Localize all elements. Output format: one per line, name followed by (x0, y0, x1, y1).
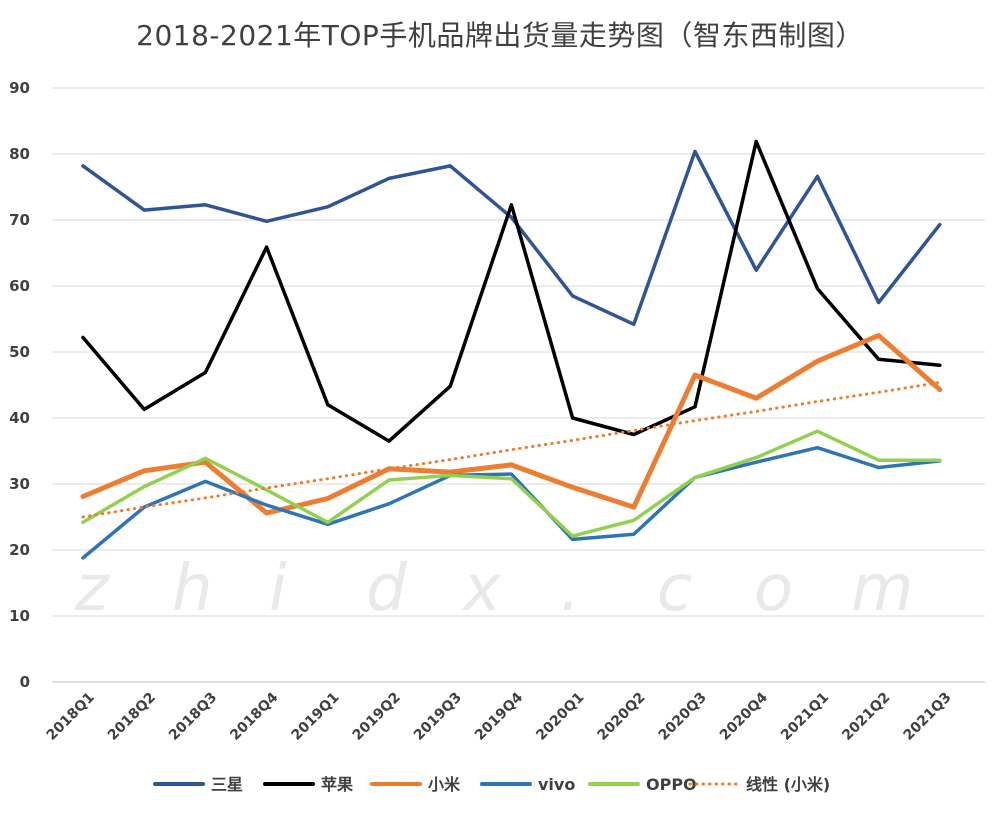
chart-title: 2018-2021年TOP手机品牌出货量走势图（智东西制图） (136, 19, 864, 52)
series-line (81, 139, 942, 443)
y-tick-label: 50 (9, 343, 30, 361)
x-tick-label: 2020Q1 (533, 690, 587, 744)
watermark-char: x (461, 552, 502, 626)
legend: 三星 苹果 小米 vivo OPPO 线性 (小米) (153, 775, 830, 794)
series-line (81, 445, 942, 560)
x-tick-label: 2021Q2 (839, 690, 893, 744)
y-tick-label: 80 (9, 145, 30, 163)
x-tick-label: 2019Q2 (350, 690, 404, 744)
x-tick-label: 2018Q4 (227, 689, 281, 743)
watermark-char: h (172, 552, 213, 626)
y-tick-label: 70 (9, 211, 30, 229)
series-line (81, 149, 942, 327)
watermark-char: o (754, 552, 793, 626)
legend-label: OPPO (646, 775, 697, 794)
y-tick-label: 60 (9, 277, 30, 295)
y-tick-label: 40 (9, 409, 30, 427)
x-tick-label: 2019Q3 (411, 690, 465, 744)
watermark-char: z (74, 552, 110, 626)
x-tick-label: 2021Q3 (900, 690, 954, 744)
x-tick-label: 2021Q1 (778, 690, 832, 744)
watermark-char: . (560, 552, 580, 626)
series-line (80, 333, 943, 516)
y-tick-label: 10 (9, 607, 30, 625)
x-axis-ticks: 2018Q1 2018Q2 2018Q3 2018Q4 2019Q1 2019Q2 2019… (44, 689, 955, 743)
series-lines (80, 139, 943, 560)
legend-label: vivo (538, 775, 575, 794)
watermark-char: c (657, 552, 692, 626)
series-line (81, 429, 942, 538)
x-tick-label: 2019Q4 (472, 689, 526, 743)
legend-label: 小米 (428, 775, 461, 794)
x-tick-label: 2020Q2 (594, 690, 648, 744)
y-tick-label: 0 (20, 673, 30, 691)
y-tick-label: 20 (9, 541, 30, 559)
watermark-char: m (851, 552, 913, 626)
watermark-char: d (366, 552, 407, 626)
series-line (81, 380, 942, 519)
y-tick-label: 30 (9, 475, 30, 493)
x-tick-label: 2019Q1 (288, 690, 342, 744)
x-tick-label: 2018Q3 (166, 690, 220, 744)
legend-label: 三星 (211, 775, 243, 794)
legend-label: 苹果 (321, 775, 353, 794)
x-tick-label: 2020Q3 (656, 690, 710, 744)
x-tick-label: 2018Q2 (105, 690, 159, 744)
legend-label: 线性 (小米) (746, 775, 830, 794)
x-tick-label: 2018Q1 (44, 690, 98, 744)
y-tick-label: 90 (9, 79, 30, 97)
x-tick-label: 2020Q4 (717, 689, 771, 743)
y-axis-ticks: 0 10 20 30 40 50 60 70 80 90 (9, 79, 30, 691)
watermark-char: i (269, 552, 287, 626)
gridlines (52, 87, 985, 683)
